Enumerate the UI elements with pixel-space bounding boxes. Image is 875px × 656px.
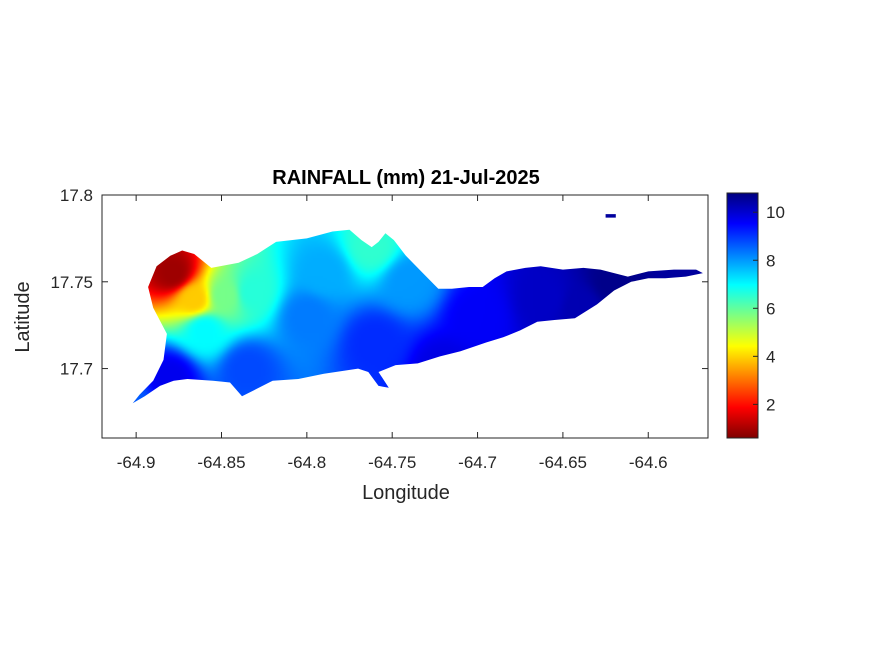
colorbar-tick-label: 2 — [766, 395, 775, 414]
map-axes: -64.9 -64.85 -64.8 -64.75 -64.7 -64.65 -64.6 1… — [50, 186, 709, 472]
colorbar-gradient — [726, 192, 759, 439]
y-axis: 17.7 17.75 17.8 — [50, 186, 708, 379]
x-axis: -64.9 -64.85 -64.8 -64.75 -64.7 -64.65 -64.6 — [117, 195, 668, 472]
colorbar-tick-label: 10 — [766, 203, 785, 222]
x-tick-label: -64.85 — [197, 453, 245, 472]
x-tick-label: -64.8 — [287, 453, 326, 472]
colorbar-ticks: 2 4 6 8 10 — [753, 203, 785, 414]
y-axis-label: Latitude — [12, 281, 34, 352]
x-tick-label: -64.7 — [458, 453, 497, 472]
colorbar-tick-label: 8 — [766, 251, 775, 270]
y-tick-label: 17.8 — [60, 186, 93, 205]
y-tick-label: 17.75 — [50, 273, 93, 292]
x-tick-label: -64.6 — [629, 453, 668, 472]
colorbar-tick-label: 4 — [766, 347, 775, 366]
x-axis-label: Longitude — [362, 482, 450, 504]
y-tick-label: 17.7 — [60, 360, 93, 379]
colorbar-tick-label: 6 — [766, 299, 775, 318]
x-tick-label: -64.65 — [539, 453, 587, 472]
x-tick-label: -64.75 — [368, 453, 416, 472]
x-tick-label: -64.9 — [117, 453, 156, 472]
axes-box — [101, 194, 709, 439]
colorbar: 2 4 6 8 10 — [726, 192, 785, 439]
chart-title: RAINFALL (mm) 21-Jul-2025 — [272, 167, 539, 189]
